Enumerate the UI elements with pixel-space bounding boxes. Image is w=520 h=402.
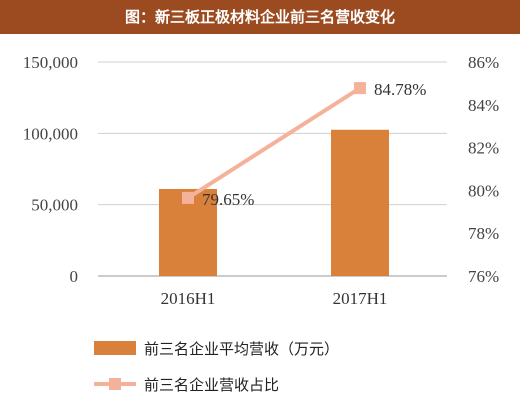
right-tick-label: 78% xyxy=(468,224,499,243)
bar xyxy=(331,129,389,276)
right-tick-label: 86% xyxy=(468,53,499,72)
left-tick-label: 0 xyxy=(70,267,79,286)
right-tick-label: 76% xyxy=(468,267,499,286)
right-tick-label: 80% xyxy=(468,181,499,200)
x-tick-label: 2016H1 xyxy=(161,289,216,308)
right-tick-label: 84% xyxy=(468,96,499,115)
chart-plot: 0 50,000 100,000 150,000 76% 78% 80% 82% 84% 86% 2… xyxy=(23,53,499,308)
data-label: 84.78% xyxy=(374,80,426,99)
line-marker xyxy=(182,191,194,204)
series-line xyxy=(186,86,362,200)
legend-item-bar: 前三名企业平均营收（万元） xyxy=(94,336,339,360)
x-tick-label: 2017H1 xyxy=(333,289,388,308)
left-tick-label: 100,000 xyxy=(23,124,78,143)
chart-title: 图：新三板正极材料企业前三名营收变化 xyxy=(0,0,520,34)
left-tick-label: 150,000 xyxy=(23,53,78,72)
legend-item-line: 前三名企业营收占比 xyxy=(94,372,279,396)
line-marker xyxy=(354,82,366,95)
legend-line-swatch xyxy=(94,377,136,391)
legend-line-label: 前三名企业营收占比 xyxy=(144,375,280,394)
data-label: 79.65% xyxy=(202,190,254,209)
legend-bar-swatch xyxy=(94,341,136,355)
right-tick-label: 82% xyxy=(468,139,499,158)
left-tick-label: 50,000 xyxy=(31,196,78,215)
legend-bar-label: 前三名企业平均营收（万元） xyxy=(144,339,340,358)
